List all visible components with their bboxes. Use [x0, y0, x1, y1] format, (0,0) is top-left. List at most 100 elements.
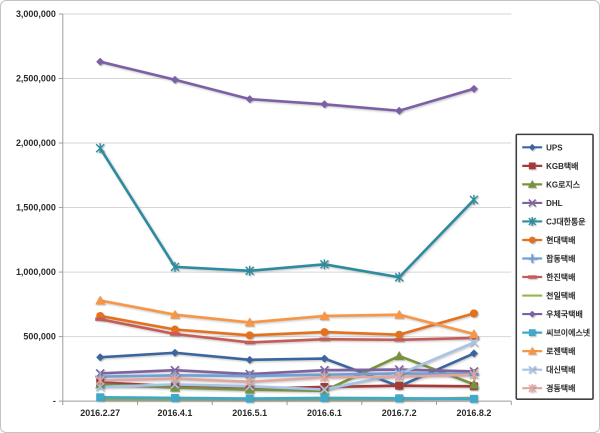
marker-triangle	[527, 346, 537, 355]
marker-asterisk	[394, 371, 404, 382]
y-axis-label: 2,500,000	[16, 73, 56, 83]
y-axis-label: 3,000,000	[16, 9, 56, 19]
legend-item-label: 우체국택배	[546, 309, 583, 319]
marker-square	[320, 393, 329, 402]
y-axis-label: 1,500,000	[16, 203, 56, 213]
y-axis-label: 2,000,000	[16, 138, 56, 148]
series-line	[100, 372, 474, 378]
marker-square	[170, 393, 179, 402]
series-line	[100, 341, 475, 391]
marker-square	[528, 329, 536, 336]
marker-triangle	[244, 384, 255, 394]
legend-item-label: UPS	[546, 143, 562, 152]
series-line	[99, 312, 475, 337]
series-line	[99, 60, 475, 113]
marker-asterisk	[528, 383, 537, 393]
marker-diamond	[528, 143, 536, 151]
marker-asterisk	[394, 272, 404, 283]
marker-diamond	[245, 95, 254, 104]
marker-x	[528, 365, 537, 374]
marker-diamond	[395, 106, 404, 115]
marker-diamond	[245, 355, 254, 364]
marker-triangle	[319, 310, 330, 320]
y-axis-label: 1,000,000	[16, 267, 56, 277]
marker-square	[245, 394, 254, 403]
legend-item-label: 합동택배	[546, 253, 575, 263]
x-axis-label: 2016.7.2	[382, 408, 417, 418]
marker-plus	[527, 254, 537, 263]
marker-triangle	[169, 309, 180, 319]
legend-item-label: 로젠택배	[546, 346, 575, 356]
marker-triangle	[527, 180, 537, 188]
marker-asterisk	[319, 259, 329, 270]
marker-x	[170, 365, 180, 375]
legend-item-label: 경동택배	[546, 383, 575, 393]
marker-triangle	[244, 317, 255, 327]
marker-triangle	[394, 309, 405, 319]
marker-x	[319, 384, 329, 395]
marker-triangle	[169, 382, 180, 392]
marker-diamond	[469, 349, 478, 358]
marker-asterisk	[469, 369, 479, 380]
series-line	[100, 351, 475, 388]
legend-item-label: CJ대한통운	[546, 216, 586, 226]
marker-asterisk	[528, 217, 537, 226]
marker-x	[528, 198, 537, 207]
marker-circle	[320, 328, 329, 337]
legend	[515, 133, 594, 400]
y-axis-label: -	[53, 396, 56, 406]
legend-item-label: 천일택배	[546, 291, 575, 301]
marker-square	[395, 381, 404, 390]
marker-asterisk	[170, 373, 180, 384]
series-line	[99, 299, 475, 336]
marker-diamond	[528, 310, 536, 318]
marker-asterisk	[245, 265, 255, 276]
marker-diamond	[170, 348, 179, 357]
y-axis-label: 500,000	[23, 332, 55, 342]
legend-item-label: 현대택배	[546, 235, 575, 245]
marker-x	[469, 337, 479, 347]
marker-circle	[395, 330, 404, 339]
series-line	[99, 317, 474, 344]
marker-triangle	[468, 329, 479, 339]
marker-square	[469, 394, 478, 403]
legend-item-label: 대신택배	[546, 365, 575, 375]
marker-diamond	[469, 84, 478, 93]
legend-item-label: 씨브이에스넷	[546, 328, 591, 338]
marker-diamond	[96, 57, 105, 66]
marker-asterisk	[170, 261, 180, 272]
x-axis-label: 2016.2.27	[80, 408, 120, 418]
marker-square	[528, 162, 536, 170]
marker-asterisk	[95, 143, 105, 154]
series-line	[99, 147, 475, 279]
x-axis-label: 2016.5.1	[232, 408, 267, 418]
marker-triangle	[468, 379, 479, 389]
marker-diamond	[170, 75, 179, 84]
marker-circle	[528, 236, 536, 244]
legend-item-label: KGB택배	[546, 161, 578, 171]
marker-diamond	[96, 353, 105, 362]
legend-item-label: 한진택배	[546, 272, 575, 282]
x-axis-label: 2016.6.1	[307, 408, 342, 418]
marker-asterisk	[245, 376, 255, 387]
marker-asterisk	[319, 372, 329, 383]
series-line	[100, 395, 474, 401]
marker-diamond	[320, 354, 329, 363]
marker-circle	[170, 325, 179, 334]
marker-triangle	[394, 350, 405, 360]
series-line	[100, 373, 474, 384]
x-axis-label: 2016.4.1	[157, 408, 192, 418]
series-line	[100, 354, 475, 393]
marker-triangle	[95, 295, 106, 305]
marker-asterisk	[469, 194, 479, 205]
marker-diamond	[320, 100, 329, 109]
marker-circle	[245, 331, 254, 340]
marker-x	[95, 382, 105, 392]
marker-circle	[469, 309, 478, 318]
x-axis-label: 2016.8.2	[456, 408, 491, 418]
marker-asterisk	[95, 375, 105, 386]
marker-square	[395, 394, 404, 403]
legend-item-label: DHL	[546, 199, 562, 208]
